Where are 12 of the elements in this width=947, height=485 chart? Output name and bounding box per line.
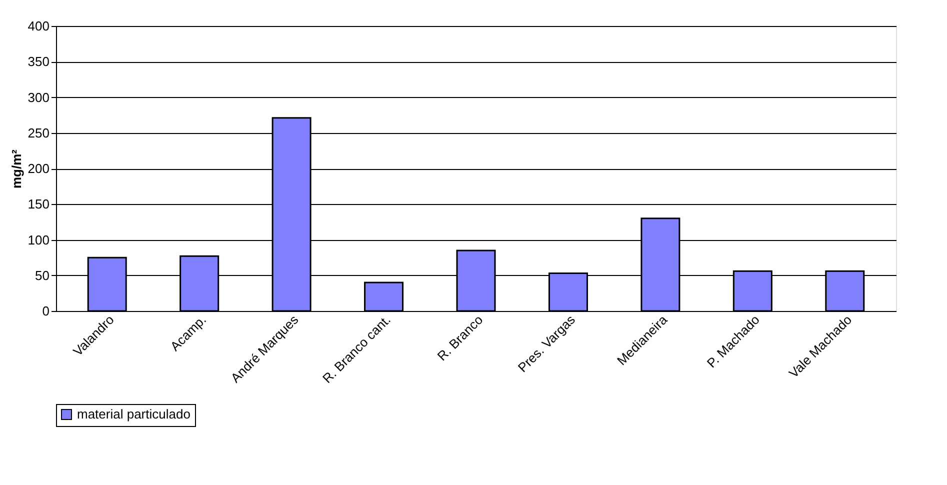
bar — [364, 282, 404, 312]
y-tick-label: 100 — [28, 232, 50, 248]
y-tick-label: 400 — [28, 18, 50, 34]
y-tick-label: 150 — [28, 196, 50, 212]
y-tick-label: 200 — [28, 161, 50, 176]
y-axis-title: mg/m² — [8, 148, 24, 188]
y-tick-label: 50 — [35, 268, 50, 283]
y-tick-label: 250 — [28, 125, 50, 140]
y-tick-label: 0 — [42, 304, 50, 318]
y-tick-label: 350 — [28, 54, 50, 70]
y-tick-label: 300 — [28, 90, 50, 105]
legend-label: material particulado — [77, 406, 190, 422]
